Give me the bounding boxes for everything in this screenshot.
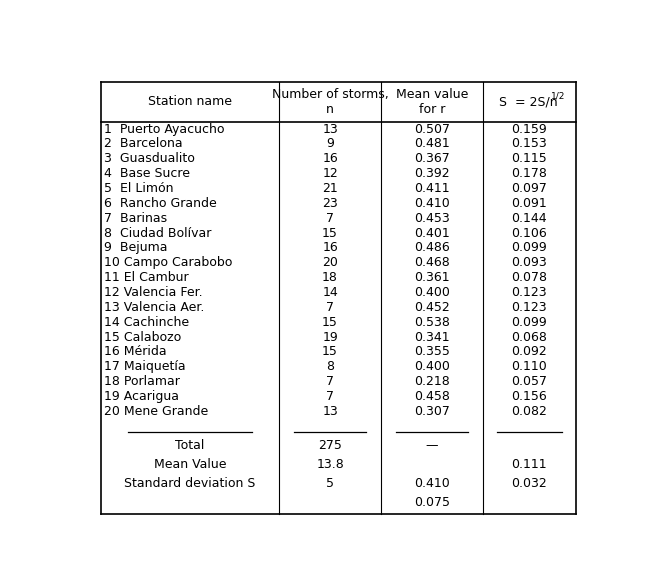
- Text: 14: 14: [322, 286, 338, 299]
- Text: 0.178: 0.178: [511, 167, 548, 180]
- Text: 0.367: 0.367: [414, 152, 450, 165]
- Text: 4  Base Sucre: 4 Base Sucre: [104, 167, 190, 180]
- Text: 15 Calabozo: 15 Calabozo: [104, 330, 181, 343]
- Text: 0.097: 0.097: [511, 182, 548, 195]
- Text: 9: 9: [326, 138, 334, 151]
- Text: 18 Porlamar: 18 Porlamar: [104, 375, 180, 388]
- Text: 0.486: 0.486: [414, 242, 450, 255]
- Text: Number of storms,
n: Number of storms, n: [272, 88, 388, 116]
- Text: 8  Ciudad Bolívar: 8 Ciudad Bolívar: [104, 226, 211, 239]
- Text: 7: 7: [326, 390, 334, 403]
- Text: 0.307: 0.307: [414, 405, 450, 418]
- Text: 21: 21: [322, 182, 338, 195]
- Text: 0.091: 0.091: [511, 197, 548, 210]
- Text: 0.068: 0.068: [511, 330, 548, 343]
- Text: 0.093: 0.093: [511, 256, 548, 269]
- Text: 12: 12: [322, 167, 338, 180]
- Text: 5: 5: [326, 477, 334, 490]
- Text: 0.082: 0.082: [511, 405, 548, 418]
- Text: Total: Total: [176, 439, 205, 452]
- Text: 0.401: 0.401: [414, 226, 450, 239]
- Text: 13: 13: [322, 405, 338, 418]
- Text: 0.218: 0.218: [414, 375, 450, 388]
- Text: 19: 19: [322, 330, 338, 343]
- Text: Standard deviation S: Standard deviation S: [124, 477, 256, 490]
- Text: 0.099: 0.099: [511, 316, 548, 329]
- Text: 0.156: 0.156: [511, 390, 548, 403]
- Text: 0.123: 0.123: [511, 286, 547, 299]
- Text: 0.410: 0.410: [414, 197, 450, 210]
- Text: 20 Mene Grande: 20 Mene Grande: [104, 405, 209, 418]
- Text: 23: 23: [322, 197, 338, 210]
- Text: 11 El Cambur: 11 El Cambur: [104, 271, 189, 284]
- Text: 6  Rancho Grande: 6 Rancho Grande: [104, 197, 217, 210]
- Text: 16: 16: [322, 152, 338, 165]
- Text: 9  Bejuma: 9 Bejuma: [104, 242, 168, 255]
- Text: 2  Barcelona: 2 Barcelona: [104, 138, 183, 151]
- Text: 0.507: 0.507: [414, 123, 450, 136]
- Text: 0.106: 0.106: [511, 226, 548, 239]
- Text: 5  El Limón: 5 El Limón: [104, 182, 174, 195]
- Text: Mean Value: Mean Value: [154, 458, 226, 471]
- Text: 13 Valencia Aer.: 13 Valencia Aer.: [104, 301, 205, 314]
- Text: 0.123: 0.123: [511, 301, 547, 314]
- Text: 0.075: 0.075: [414, 496, 450, 509]
- Text: Mean value
for r: Mean value for r: [396, 88, 469, 116]
- Text: 0.481: 0.481: [414, 138, 450, 151]
- Text: 275: 275: [318, 439, 342, 452]
- Text: 12 Valencia Fer.: 12 Valencia Fer.: [104, 286, 203, 299]
- Text: 7: 7: [326, 212, 334, 225]
- Text: 0.110: 0.110: [511, 360, 548, 373]
- Text: 0.057: 0.057: [511, 375, 548, 388]
- Text: 13: 13: [322, 123, 338, 136]
- Text: 0.111: 0.111: [511, 458, 547, 471]
- Text: 0.153: 0.153: [511, 138, 548, 151]
- Text: 0.410: 0.410: [414, 477, 450, 490]
- Text: 20: 20: [322, 256, 338, 269]
- Text: 13.8: 13.8: [316, 458, 344, 471]
- Text: 7: 7: [326, 375, 334, 388]
- Text: 0.400: 0.400: [414, 286, 450, 299]
- Text: 0.159: 0.159: [511, 123, 548, 136]
- Text: 15: 15: [322, 226, 338, 239]
- Text: 0.452: 0.452: [414, 301, 450, 314]
- Text: 15: 15: [322, 316, 338, 329]
- Text: 0.355: 0.355: [414, 345, 450, 359]
- Text: 10 Campo Carabobo: 10 Campo Carabobo: [104, 256, 233, 269]
- Text: 0.468: 0.468: [414, 256, 450, 269]
- Text: 0.115: 0.115: [511, 152, 548, 165]
- Text: 0.078: 0.078: [511, 271, 548, 284]
- Text: 15: 15: [322, 345, 338, 359]
- Text: 7  Barinas: 7 Barinas: [104, 212, 167, 225]
- Text: 7: 7: [326, 301, 334, 314]
- Text: 14 Cachinche: 14 Cachinche: [104, 316, 189, 329]
- Text: 0.341: 0.341: [414, 330, 450, 343]
- Text: 1  Puerto Ayacucho: 1 Puerto Ayacucho: [104, 123, 225, 136]
- Text: 0.400: 0.400: [414, 360, 450, 373]
- Text: 16: 16: [322, 242, 338, 255]
- Text: 16 Mérida: 16 Mérida: [104, 345, 167, 359]
- Text: 0.144: 0.144: [511, 212, 547, 225]
- Text: —: —: [426, 439, 438, 452]
- Text: 8: 8: [326, 360, 334, 373]
- Text: 0.453: 0.453: [414, 212, 450, 225]
- Text: 3  Guasdualito: 3 Guasdualito: [104, 152, 195, 165]
- Text: 1/2: 1/2: [551, 91, 565, 101]
- Text: 0.392: 0.392: [414, 167, 450, 180]
- Text: 18: 18: [322, 271, 338, 284]
- Text: 0.458: 0.458: [414, 390, 450, 403]
- Text: Station name: Station name: [148, 95, 232, 108]
- Text: 0.092: 0.092: [511, 345, 548, 359]
- Text: 17 Maiquetía: 17 Maiquetía: [104, 360, 186, 373]
- Text: 0.032: 0.032: [511, 477, 548, 490]
- Text: 0.361: 0.361: [414, 271, 450, 284]
- Text: S  = 2S/n: S = 2S/n: [499, 95, 558, 108]
- Text: 0.538: 0.538: [414, 316, 450, 329]
- Text: 19 Acarigua: 19 Acarigua: [104, 390, 179, 403]
- Text: 0.411: 0.411: [414, 182, 450, 195]
- Text: 0.099: 0.099: [511, 242, 548, 255]
